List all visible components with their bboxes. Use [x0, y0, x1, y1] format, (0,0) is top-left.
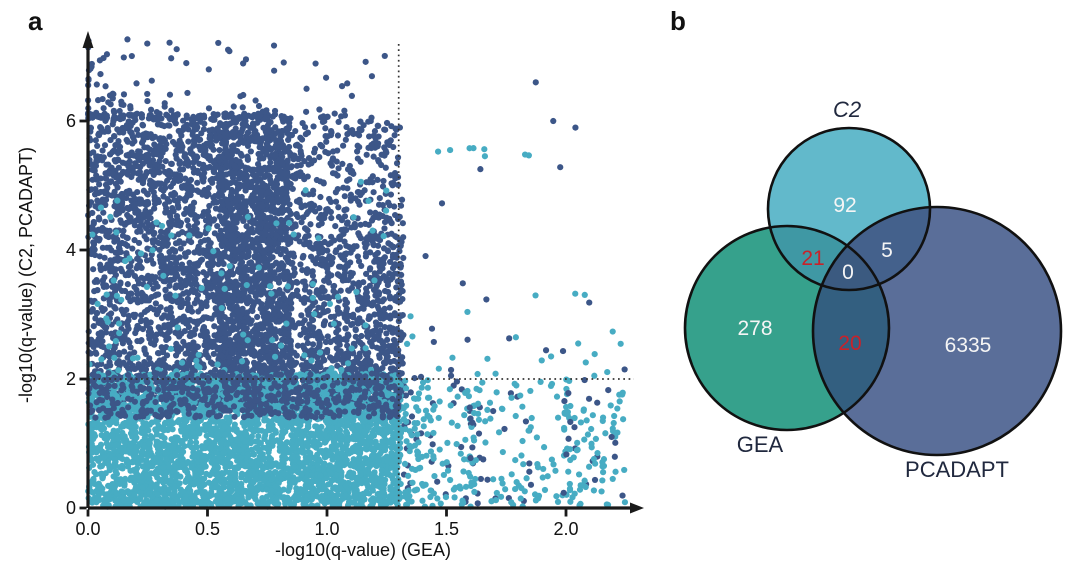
venn-diagram: 92 5 21 0 278 20 6335 C2 GEA PCADAPT [683, 97, 1063, 482]
venn-set-label-GEA: GEA [737, 432, 784, 457]
x-tick-label: 2.0 [553, 519, 579, 539]
venn-count-C2: 92 [833, 194, 856, 217]
venn-set-label-C2: C2 [833, 97, 861, 122]
panel-b-label: b [670, 6, 686, 36]
x-tick-label: 1.5 [433, 519, 460, 539]
y-axis-title: -log10(q-value) (C2, PCADAPT) [16, 146, 36, 404]
x-tick-label: 1.0 [314, 519, 340, 539]
venn-count-C2∩PCADAPT: 5 [881, 239, 893, 262]
x-tick-label: 0.0 [75, 519, 101, 539]
venn-count-C2∩GEA∩PCADAPT: 0 [842, 261, 854, 284]
venn-count-PCADAPT: 6335 [945, 334, 992, 357]
y-tick-label: 2 [65, 369, 76, 389]
x-tick-label: 0.5 [194, 519, 221, 539]
y-tick-label: 0 [65, 498, 76, 518]
venn-set-label-PCADAPT: PCADAPT [905, 457, 1009, 482]
scatter-plot-canvas [0, 0, 660, 568]
venn-count-red-GEA∩PCADAPT: 20 [838, 332, 861, 355]
y-tick-label: 6 [65, 111, 76, 131]
x-axis-title: -log10(q-value) (GEA) [274, 540, 452, 560]
venn-count-red-C2∩GEA: 21 [801, 247, 824, 270]
y-tick-label: 4 [65, 240, 76, 260]
venn-count-GEA: 278 [737, 317, 772, 340]
